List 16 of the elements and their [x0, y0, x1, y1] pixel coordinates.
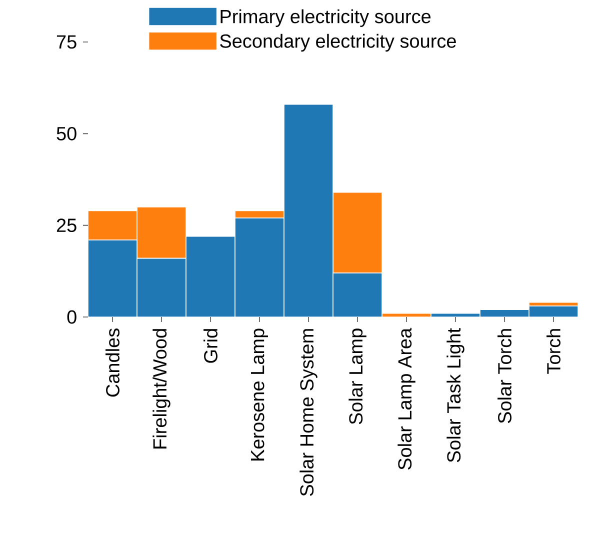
legend-label: Secondary electricity source: [220, 34, 456, 52]
x-tick-label: Solar Task Light: [446, 328, 464, 462]
y-tick-label: 75: [56, 35, 76, 49]
x-tick-label: Candles: [106, 328, 120, 397]
y-tick-label: 0: [67, 310, 76, 324]
y-tick-label: 50: [56, 126, 76, 140]
x-tick-label: Solar Torch: [498, 329, 512, 424]
x-tick-label: Solar Lamp Area: [398, 328, 416, 470]
y-tick-label: 25: [56, 218, 76, 232]
x-tick-label: Grid: [204, 329, 218, 363]
legend-label: Primary electricity source: [220, 9, 431, 28]
x-tick-label: Firelight/Wood: [152, 329, 170, 448]
x-tick-label: Kerosene Lamp: [251, 328, 268, 460]
x-tick-label: Solar Home System: [300, 329, 318, 496]
x-tick-label: Torch: [546, 329, 560, 374]
x-tick-label: Solar Lamp: [348, 328, 366, 424]
